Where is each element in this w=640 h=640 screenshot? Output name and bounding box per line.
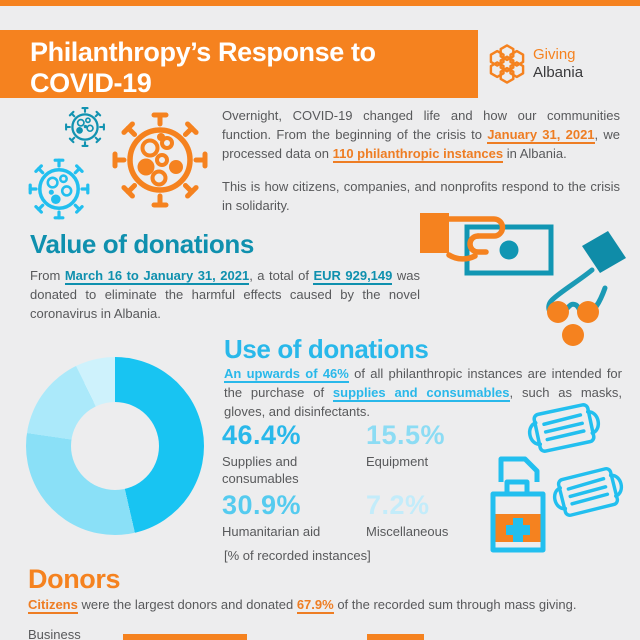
business-bar-row [0, 634, 640, 640]
hand-giving-banknote-icon [420, 213, 554, 276]
page-title: Philanthropy’s Response to COVID-19 [30, 37, 376, 98]
link-citizens[interactable]: Citizens [28, 597, 78, 614]
donors-text: Citizens were the largest donors and don… [28, 595, 628, 614]
link-110-philanthropic-instances[interactable]: 110 philanthropic instances [332, 146, 504, 163]
intro-text-b: , we processed data on [222, 127, 621, 161]
value-of-donations-text: From March 16 to January 31, 2021, a tot… [30, 266, 420, 323]
coin [577, 301, 599, 323]
stat-value: 46.4% [222, 420, 302, 450]
link-supplies-and-consumables[interactable]: supplies and consumables [332, 385, 510, 402]
donut-chart [26, 357, 204, 535]
stat-label: Supplies and consumables [222, 454, 299, 486]
stat-value: 30.9% [222, 490, 302, 520]
stats-footnote: [% of recorded instances] [224, 548, 371, 563]
use-of-donations-text: An upwards of 46% of all philanthropic i… [224, 364, 622, 421]
stat-humanitarian-aid: 30.9% Humanitarian aid [222, 491, 362, 540]
sanitizer-bottle-icon [490, 456, 546, 553]
intro-paragraph-1: Overnight, COVID-19 changed life and how… [222, 106, 620, 163]
giving-albania-logo[interactable]: Giving Albania [486, 41, 583, 87]
business-bar-segment [367, 634, 424, 640]
stat-equipment: 15.5% Equipment [366, 421, 506, 470]
stat-label: Humanitarian aid [222, 524, 321, 539]
donors-text-a: were the largest donors and donated [77, 597, 297, 612]
bar-category-label: Business [28, 627, 81, 640]
donors-heading: Donors [28, 564, 121, 594]
link-january-31-2021[interactable]: January 31, 2021 [487, 127, 595, 144]
coin [547, 301, 569, 323]
top-accent-strip [0, 0, 640, 6]
link-67-9-percent[interactable]: 67.9% [296, 597, 334, 614]
coin [562, 324, 584, 346]
hand-dropping-coins-icon [546, 231, 626, 346]
logo-text-giving: Giving [533, 46, 576, 63]
use-text-a: of all philanthropic instances are inten… [224, 366, 622, 400]
donut-chart-hole [71, 402, 159, 490]
value-text-c: was donated to eliminate the harmful eff… [30, 268, 420, 321]
coronavirus-icon-large-orange [112, 112, 208, 208]
coronavirus-icon-medium-cyan [28, 158, 90, 220]
link-eur-929149[interactable]: EUR 929,149 [313, 268, 393, 285]
use-of-donations-heading: Use of donations [224, 334, 429, 364]
stat-value: 7.2% [366, 490, 430, 520]
use-text-b: , such as masks, gloves, and disinfectan… [224, 385, 622, 419]
stat-label: Equipment [366, 454, 429, 469]
coronavirus-icon-small-teal [65, 107, 105, 147]
stat-supplies-consumables: 46.4% Supplies and consumables [222, 421, 334, 487]
face-mask-icon [552, 467, 624, 517]
link-march-16-to-january-31-2021[interactable]: March 16 to January 31, 2021 [64, 268, 250, 285]
stat-label: Miscellaneous [366, 524, 449, 539]
logo-wordmark: Giving Albania [533, 46, 583, 82]
stat-miscellaneous: 7.2% Miscellaneous [366, 491, 506, 540]
intro-paragraph-2: This is how citizens, companies, and non… [222, 179, 620, 213]
value-text-a: From [30, 268, 65, 283]
value-of-donations-heading: Value of donations [30, 229, 254, 259]
intro-text-c: in Albania. [503, 146, 567, 161]
link-an-upwards-of-46[interactable]: An upwards of 46% [224, 366, 349, 383]
value-text-b: , a total of [249, 268, 314, 283]
intro-text-a: Overnight, COVID-19 changed life and how… [222, 108, 620, 142]
business-bar-segment [123, 634, 247, 640]
title-banner: Philanthropy’s Response to COVID-19 [0, 30, 478, 98]
intro-text: Overnight, COVID-19 changed life and how… [222, 106, 620, 215]
stat-value: 15.5% [366, 420, 446, 450]
face-mask-icon [527, 403, 601, 453]
donors-text-b: of the recorded sum through mass giving. [333, 597, 577, 612]
logo-text-albania: Albania [533, 64, 584, 81]
logo-flower-icon [489, 44, 525, 84]
